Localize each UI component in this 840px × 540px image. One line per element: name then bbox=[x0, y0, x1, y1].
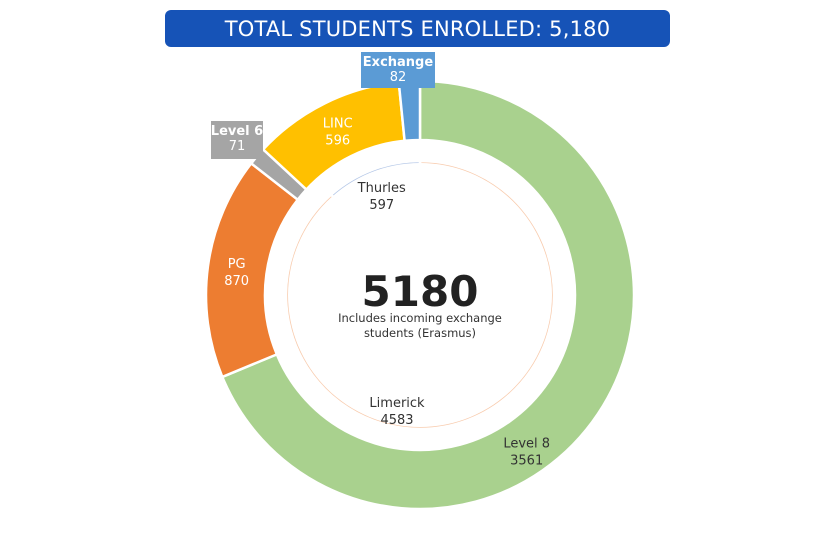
slice-label-level-8: Level 8 bbox=[503, 436, 550, 451]
slice-value-pg: 870 bbox=[224, 274, 249, 289]
slice-labels: Level 8 3561 PG 870 Level 671 LINC 596 Exchange… bbox=[211, 52, 550, 468]
center-hole bbox=[288, 163, 552, 427]
slice-value-limerick: 4583 bbox=[380, 413, 413, 428]
slice-label-limerick: Limerick bbox=[369, 396, 425, 411]
slice-label-thurles: Thurles bbox=[357, 181, 406, 196]
center-caption-line2: students (Erasmus) bbox=[364, 326, 476, 340]
callout-value-level-6: 71 bbox=[229, 139, 246, 154]
slice-value-linc: 596 bbox=[325, 133, 350, 148]
slice-value-thurles: 597 bbox=[369, 198, 394, 213]
slice-label-linc: LINC bbox=[323, 116, 353, 131]
slice-level-8 bbox=[220, 79, 636, 511]
center-caption-line1: Includes incoming exchange bbox=[338, 311, 502, 325]
slice-value-level-8: 3561 bbox=[510, 453, 543, 468]
callout-label-level-6: Level 6 bbox=[211, 124, 263, 139]
center-total-value: 5180 bbox=[362, 267, 479, 316]
slice-pg bbox=[204, 161, 300, 379]
total-enrolled-banner: TOTAL STUDENTS ENROLLED: 5,180 bbox=[165, 10, 670, 47]
callout-box-exchange bbox=[361, 52, 435, 88]
outer-ring bbox=[204, 79, 636, 511]
callout-box-level-6 bbox=[211, 121, 263, 159]
callout-label-exchange: Exchange bbox=[363, 55, 434, 70]
slice-label-pg: PG bbox=[228, 257, 246, 272]
callout-value-exchange: 82 bbox=[390, 70, 407, 85]
